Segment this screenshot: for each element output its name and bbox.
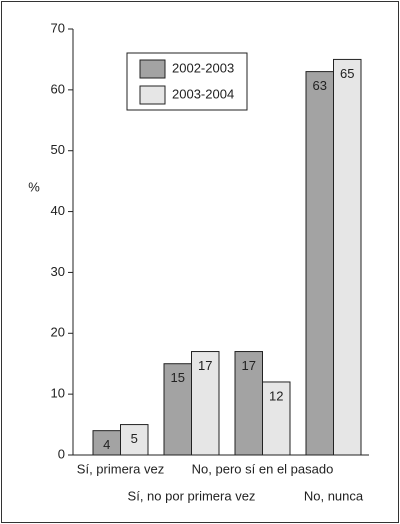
y-tick-label: 20	[51, 325, 65, 340]
legend-label: 2003-2004	[172, 86, 234, 101]
y-tick-label: 70	[51, 20, 65, 35]
y-axis-label: %	[28, 179, 40, 194]
y-tick-label: 60	[51, 81, 65, 96]
bar	[163, 363, 192, 456]
legend-label: 2002-2003	[172, 60, 234, 75]
data-label: 4	[103, 437, 110, 452]
y-tick-label: 0	[58, 446, 65, 461]
bar	[234, 351, 263, 456]
data-label: 65	[340, 66, 354, 81]
legend-swatch	[139, 59, 166, 79]
data-label: 5	[131, 431, 138, 446]
bar	[120, 424, 149, 456]
data-label: 12	[269, 388, 283, 403]
x-tick-label: No, nunca	[304, 488, 364, 503]
legend-swatch	[139, 85, 166, 105]
bar	[262, 381, 291, 456]
data-label: 15	[171, 370, 185, 385]
y-tick-label: 10	[51, 386, 65, 401]
bar	[92, 430, 121, 456]
bar	[305, 71, 334, 456]
x-tick-label: No, pero sí en el pasado	[192, 461, 334, 476]
x-tick-label: Sí, primera vez	[77, 461, 164, 476]
y-tick-label: 50	[51, 142, 65, 157]
bar	[191, 351, 220, 456]
y-tick-label: 30	[51, 264, 65, 279]
data-label: 17	[198, 358, 212, 373]
bar	[333, 58, 362, 456]
x-tick-label: Sí, no por primera vez	[128, 488, 256, 503]
y-tick-label: 40	[51, 203, 65, 218]
data-label: 63	[313, 78, 327, 93]
data-label: 17	[242, 358, 256, 373]
